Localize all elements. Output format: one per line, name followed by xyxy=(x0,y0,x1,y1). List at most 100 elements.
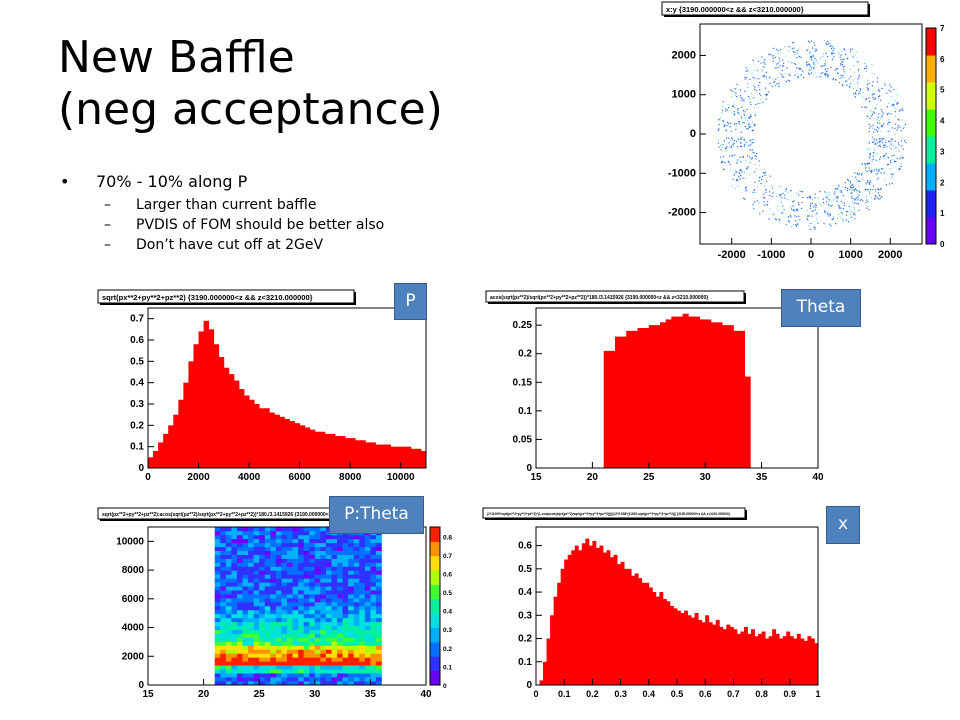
heatmap-cell xyxy=(253,582,260,587)
heatmap-cell xyxy=(259,574,266,579)
histogram-bar xyxy=(574,545,579,685)
histogram-bar xyxy=(682,313,689,468)
histogram-bar xyxy=(614,336,621,468)
heatmap-cell xyxy=(231,527,238,532)
heatmap-cell xyxy=(353,542,360,548)
heatmap-cell xyxy=(281,574,288,579)
heatmap-cell xyxy=(348,566,355,571)
heatmap-cell xyxy=(225,566,232,571)
histogram-bar xyxy=(390,446,397,468)
heatmap-cell xyxy=(353,562,360,567)
heatmap-cell xyxy=(242,570,249,575)
heatmap-cell xyxy=(364,613,371,619)
heatmap-cell xyxy=(325,669,332,674)
heatmap-cell xyxy=(231,538,238,544)
heatmap-cell xyxy=(320,558,327,563)
histogram-bar xyxy=(400,446,407,468)
heatmap-cell xyxy=(303,621,310,627)
heatmap-cell xyxy=(375,681,382,686)
histogram-bar xyxy=(782,636,787,685)
histogram-bar xyxy=(599,545,604,685)
x-tick-label: 0.1 xyxy=(558,689,571,699)
heatmap-cell xyxy=(275,625,282,630)
heatmap-cell xyxy=(225,570,232,575)
heatmap-cell xyxy=(253,542,260,548)
heatmap-cell xyxy=(248,566,254,571)
heatmap-cell xyxy=(270,594,277,599)
heatmap-cell xyxy=(348,590,355,595)
histogram-bar xyxy=(314,431,321,468)
histogram-bar xyxy=(360,440,366,468)
heatmap-cell xyxy=(242,665,249,670)
x-tick-label: 2000 xyxy=(878,249,902,261)
heatmap-cell xyxy=(348,641,355,646)
heatmap-cell xyxy=(359,598,366,603)
heatmap-cell xyxy=(264,594,271,599)
heatmap-cell xyxy=(292,582,299,587)
heatmap-cell xyxy=(298,657,304,662)
heatmap-cell xyxy=(325,602,332,607)
heatmap-cell xyxy=(331,641,338,646)
histogram-bar xyxy=(786,631,791,685)
heatmap-cell xyxy=(309,574,316,579)
heatmap-cell xyxy=(292,645,299,650)
heatmap-cell xyxy=(331,665,338,670)
heatmap-cell xyxy=(287,653,293,658)
heatmap-cell xyxy=(342,594,349,599)
heatmap-cell xyxy=(275,590,282,595)
histogram-bar xyxy=(203,320,210,468)
heatmap-cell xyxy=(298,530,304,536)
heatmap-cell xyxy=(353,606,360,611)
heatmap-cell xyxy=(353,566,360,571)
colorbar-tick-label: 0 xyxy=(443,683,447,690)
heatmap-cell xyxy=(287,645,293,650)
heatmap-cell xyxy=(220,613,227,619)
heatmap-cell xyxy=(370,566,377,571)
heatmap-cell xyxy=(353,582,360,587)
heatmap-cell xyxy=(270,542,277,548)
histogram-bar xyxy=(807,636,812,685)
heatmap-cell xyxy=(320,590,327,595)
heatmap-cell xyxy=(287,566,293,571)
heatmap-cell xyxy=(287,613,293,619)
heatmap-cell xyxy=(342,653,349,658)
heatmap-cell xyxy=(292,530,299,536)
heatmap-cell xyxy=(320,574,327,579)
histogram-bar xyxy=(693,316,700,468)
heatmap-cell xyxy=(275,550,282,555)
heatmap-cell xyxy=(364,681,371,686)
heatmap-cell xyxy=(270,609,277,615)
histogram-bar xyxy=(380,444,386,468)
heatmap-cell xyxy=(214,574,221,579)
heatmap-cell xyxy=(375,590,382,595)
heatmap-cell xyxy=(314,530,321,536)
histogram-bar xyxy=(688,316,695,468)
heatmap-cell xyxy=(325,562,332,567)
heatmap-cell xyxy=(364,669,371,674)
heatmap-cell xyxy=(248,665,254,670)
histogram-bar xyxy=(546,638,551,685)
heatmap-cell xyxy=(337,550,343,555)
heatmap-cell xyxy=(370,661,377,666)
heatmap-cell xyxy=(298,661,304,666)
heatmap-cell xyxy=(281,538,288,544)
heatmap-cell xyxy=(275,566,282,571)
heatmap-cell xyxy=(214,629,221,634)
heatmap-cell xyxy=(242,582,249,587)
histogram-bar xyxy=(677,610,681,685)
heatmap-cell xyxy=(348,657,355,662)
colorbar-tick-label: 3 xyxy=(940,147,945,156)
heatmap-cell xyxy=(225,590,232,595)
heatmap-cell xyxy=(248,669,254,674)
heatmap-cell xyxy=(220,681,227,686)
heatmap-cell xyxy=(242,681,249,686)
heatmap-cell xyxy=(248,621,254,627)
chart-title: (2*11000*sqrt(px**2+py**2+pz**2)*(1-cos(… xyxy=(487,512,731,516)
colorbar-tick-label: 4 xyxy=(940,117,945,126)
heatmap-cell xyxy=(320,649,327,654)
heatmap-cell xyxy=(225,677,232,682)
heatmap-cell xyxy=(309,558,316,563)
heatmap-cell xyxy=(275,558,282,563)
heatmap-cell xyxy=(314,554,321,559)
histogram-bar xyxy=(178,399,184,468)
